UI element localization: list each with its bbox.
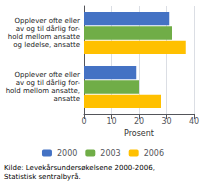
svg-text:ansatte: ansatte	[54, 95, 80, 103]
svg-text:og ledelse, ansatte: og ledelse, ansatte	[13, 41, 80, 49]
svg-text:2006: 2006	[144, 149, 164, 158]
svg-text:hold mellom ansatte: hold mellom ansatte	[8, 33, 80, 41]
svg-text:2000: 2000	[57, 149, 77, 158]
svg-text:Kilde: Levekårsundersøkelsene: Kilde: Levekårsundersøkelsene 2000-2006,	[4, 163, 155, 172]
svg-text:av og til dårlig for-: av og til dårlig for-	[16, 78, 81, 87]
svg-text:30: 30	[161, 117, 171, 126]
svg-text:hold mellom ansatte,: hold mellom ansatte,	[6, 87, 80, 95]
svg-text:10: 10	[106, 117, 116, 126]
svg-text:2003: 2003	[100, 149, 120, 158]
svg-text:20: 20	[134, 117, 144, 126]
svg-text:Prosent: Prosent	[124, 129, 154, 138]
svg-text:0: 0	[81, 117, 86, 126]
svg-text:Opplever ofte eller: Opplever ofte eller	[15, 17, 81, 25]
svg-text:Opplever ofte eller: Opplever ofte eller	[15, 71, 81, 79]
svg-text:Statistisk sentralbyrå.: Statistisk sentralbyrå.	[4, 172, 81, 181]
svg-text:av og til dårlig for-: av og til dårlig for-	[16, 24, 81, 33]
svg-text:40: 40	[189, 117, 199, 126]
